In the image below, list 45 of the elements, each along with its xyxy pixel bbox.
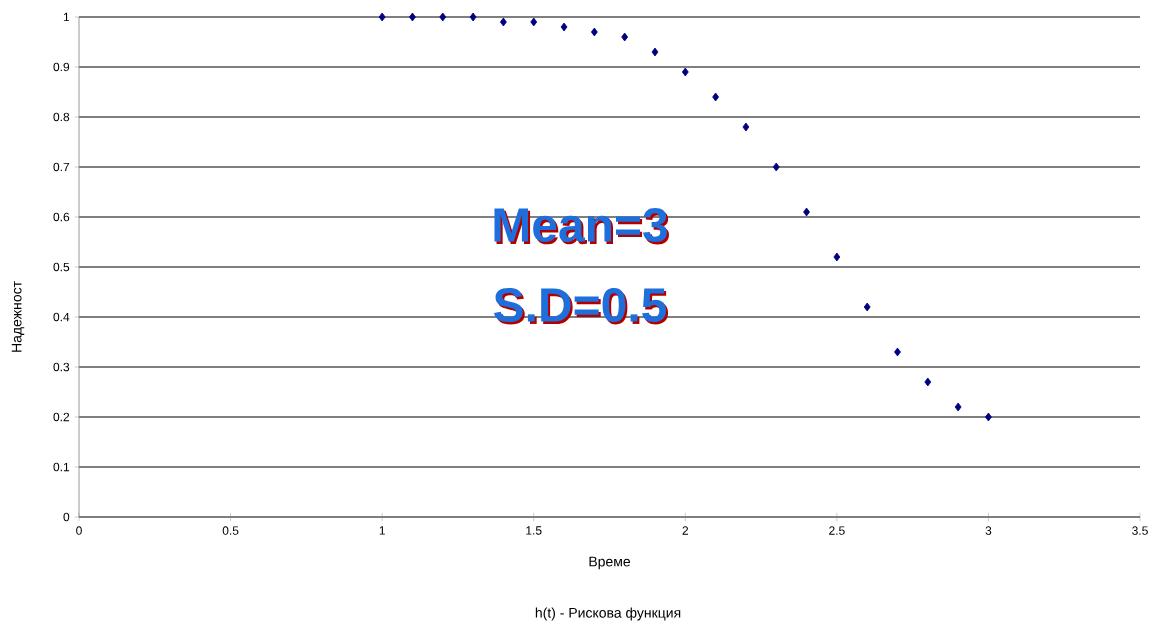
- point: [530, 17, 538, 27]
- point: [469, 12, 477, 22]
- annotation: Mean=3: [496, 210, 669, 245]
- point: [772, 162, 780, 172]
- y-tick-label: 0.4: [53, 312, 70, 322]
- y-tick-label: 0.3: [53, 362, 70, 372]
- y-tick-label: 0.6: [53, 212, 70, 222]
- x-tick-label: 0: [76, 526, 82, 535]
- y-tick-label: 0.7: [53, 162, 70, 172]
- point: [894, 347, 901, 357]
- point: [378, 12, 386, 22]
- point: [409, 12, 416, 22]
- point: [651, 47, 659, 57]
- point: [742, 122, 750, 132]
- x-tick-label: 1.5: [526, 526, 542, 535]
- point: [500, 17, 507, 27]
- annotation: S.D=0.5: [496, 290, 669, 325]
- point: [833, 252, 841, 262]
- y-tick-label: 1: [63, 12, 70, 22]
- y-tick-label: 0.2: [53, 412, 70, 422]
- point: [803, 207, 810, 217]
- x-tick-label: 1: [379, 526, 385, 535]
- point: [590, 27, 598, 37]
- y-tick-label: 0.5: [53, 262, 70, 272]
- x-axis-title: Време: [589, 556, 631, 570]
- point: [621, 32, 629, 42]
- text: h(t) - Рискова функция: [535, 607, 681, 621]
- y-tick-label: 0.1: [53, 462, 70, 472]
- x-tick-label: 3.5: [1132, 526, 1148, 535]
- x-tick-label: 2: [682, 526, 689, 535]
- y-tick-label: 0.8: [53, 112, 70, 122]
- point: [985, 412, 992, 422]
- point: [954, 402, 962, 412]
- y-axis-title: Надежност: [11, 281, 25, 352]
- x-tick-label: 0.5: [222, 526, 239, 535]
- point: [560, 22, 568, 32]
- y-tick-label: 0.9: [53, 62, 70, 72]
- point: [681, 67, 689, 77]
- point: [439, 12, 447, 22]
- x-tick-label: 3: [985, 526, 992, 535]
- y-tick-label: 0: [63, 512, 70, 522]
- x-tick-label: 2.5: [829, 526, 845, 535]
- point: [863, 302, 871, 312]
- point: [924, 377, 932, 387]
- point: [712, 92, 720, 102]
